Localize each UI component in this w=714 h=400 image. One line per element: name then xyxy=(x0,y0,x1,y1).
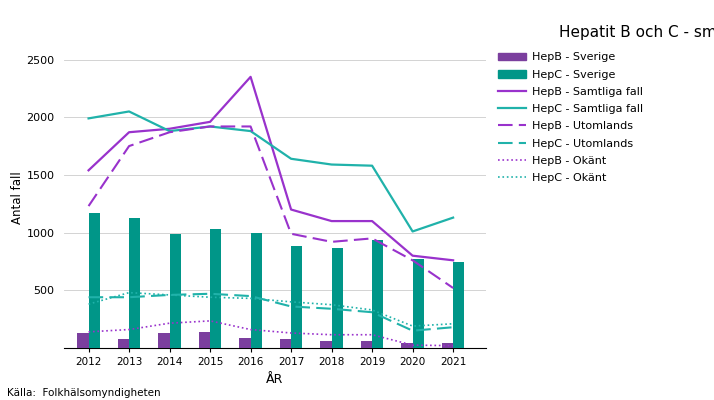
Text: Källa:  Folkhälsomyndigheten: Källa: Folkhälsomyndigheten xyxy=(7,388,161,398)
Bar xyxy=(413,258,424,348)
Bar xyxy=(280,339,291,348)
Legend: HepB - Sverige, HepC - Sverige, HepB - Samtliga fall, HepC - Samtliga fall, HepB: HepB - Sverige, HepC - Sverige, HepB - S… xyxy=(494,48,648,188)
Bar xyxy=(169,234,181,348)
Bar xyxy=(331,248,343,348)
Bar xyxy=(198,332,210,348)
Bar xyxy=(77,333,89,348)
X-axis label: ÅR: ÅR xyxy=(266,372,283,386)
Bar xyxy=(291,246,303,348)
Y-axis label: Antal fall: Antal fall xyxy=(11,172,24,224)
Bar xyxy=(372,240,383,348)
Bar xyxy=(89,213,100,348)
Bar xyxy=(239,338,251,348)
Bar xyxy=(118,339,129,348)
Bar xyxy=(210,229,221,348)
Title: Hepatit B och C - smittland: Hepatit B och C - smittland xyxy=(559,25,714,40)
Bar xyxy=(442,343,453,348)
Bar xyxy=(251,233,262,348)
Bar xyxy=(159,333,169,348)
Bar xyxy=(321,341,331,348)
Bar xyxy=(361,340,372,348)
Bar xyxy=(401,343,413,348)
Bar xyxy=(453,262,464,348)
Bar xyxy=(129,218,141,348)
